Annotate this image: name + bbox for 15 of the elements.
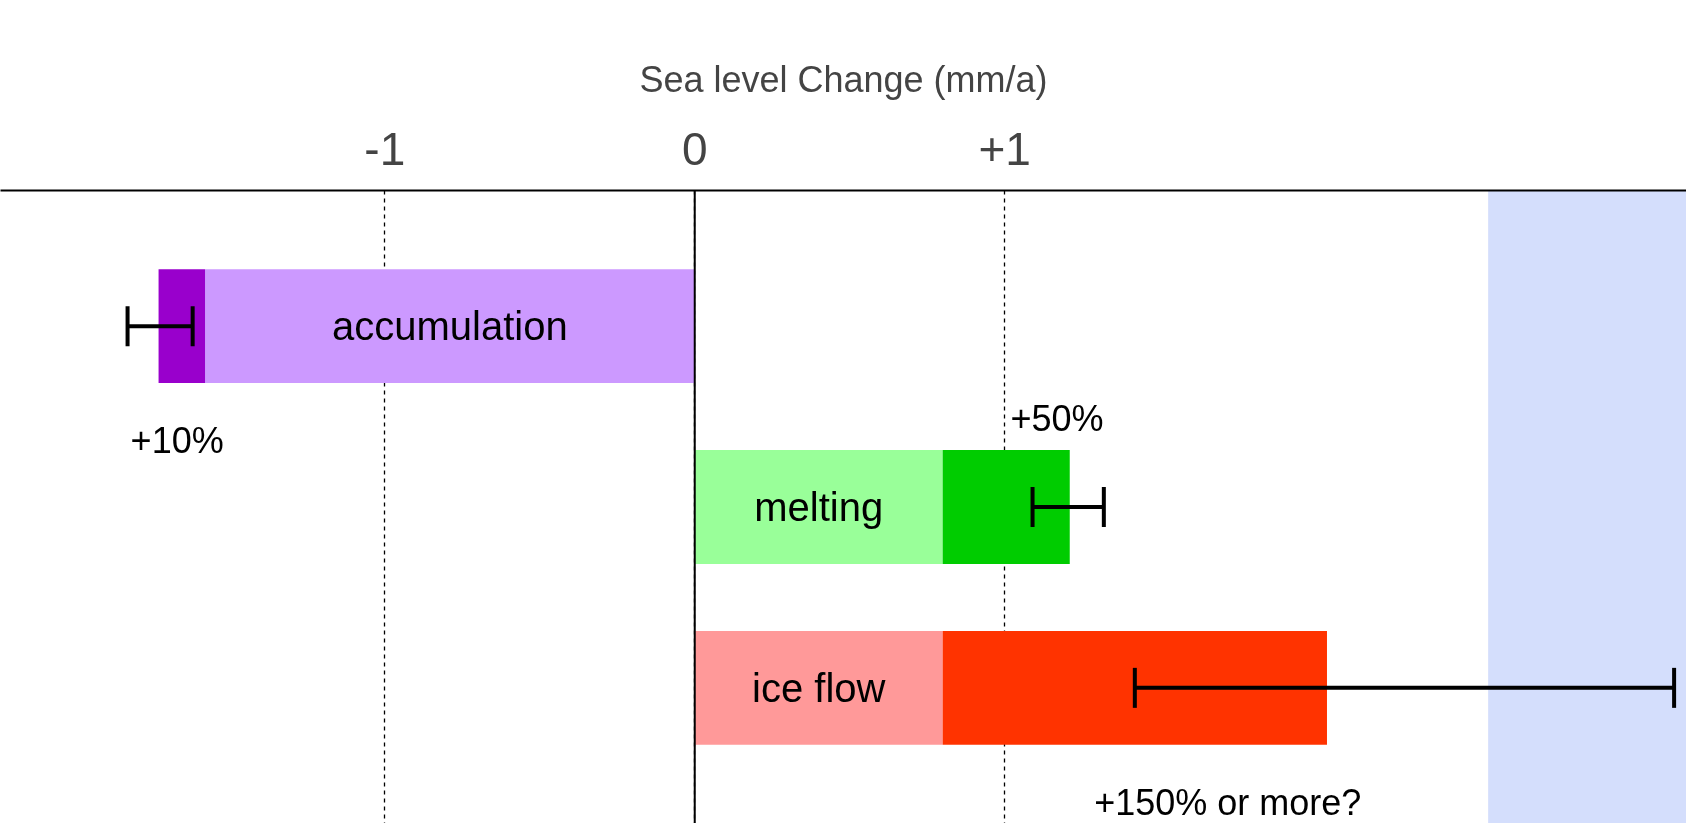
bar	[694, 450, 943, 564]
annotation: +150% or more?	[1094, 781, 1362, 823]
y-tick-label: ice flow	[752, 665, 886, 710]
bar	[205, 269, 695, 384]
x-tick-label: +1	[978, 122, 1031, 175]
annotation: +50%	[1010, 397, 1104, 439]
x-tick-label: -1	[364, 122, 406, 175]
x-tick-label: 0	[681, 122, 708, 175]
y-tick-label: melting	[754, 485, 884, 529]
x-axis-title: Sea level Change (mm/a)	[639, 58, 1048, 100]
bar	[942, 630, 1327, 745]
annotation: +10%	[130, 420, 224, 462]
bar	[942, 450, 1070, 564]
bar	[694, 630, 943, 745]
y-tick-label: accumulation	[332, 304, 568, 349]
